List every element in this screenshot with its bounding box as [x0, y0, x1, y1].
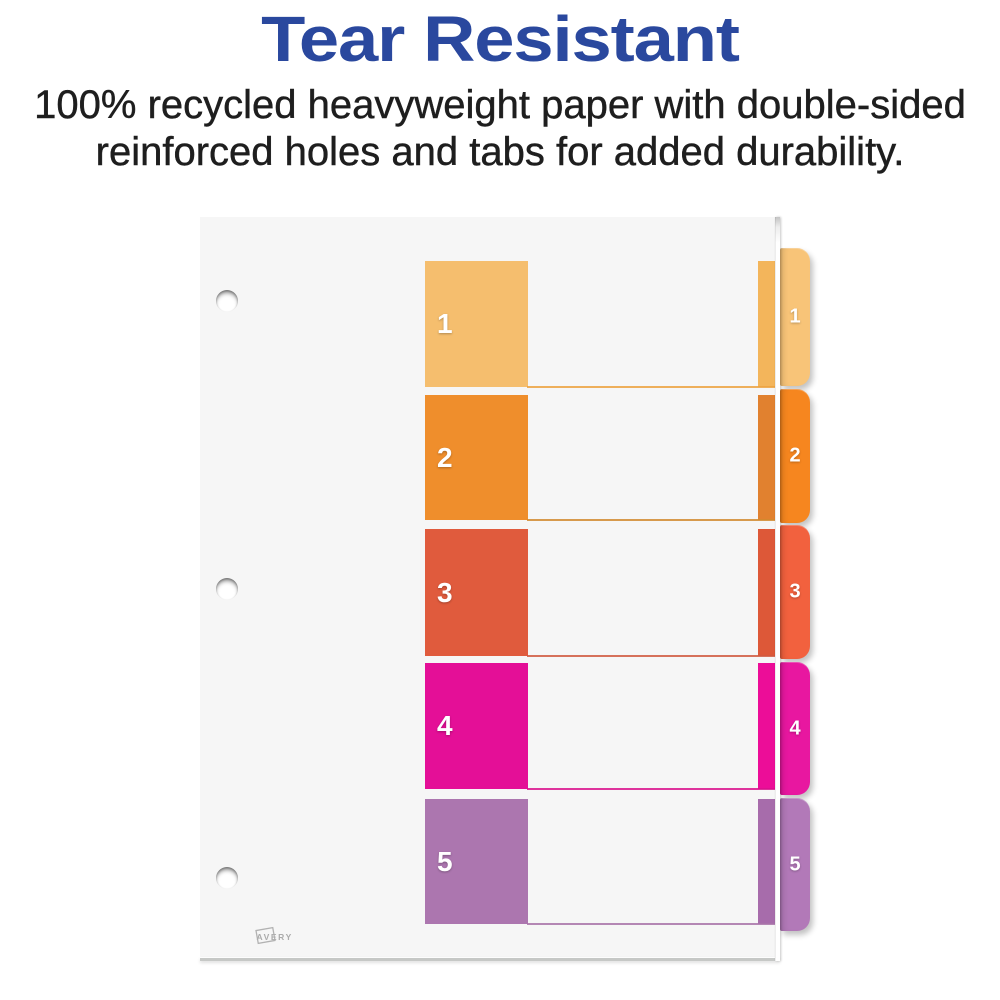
svg-text:AVERY: AVERY — [257, 932, 293, 942]
